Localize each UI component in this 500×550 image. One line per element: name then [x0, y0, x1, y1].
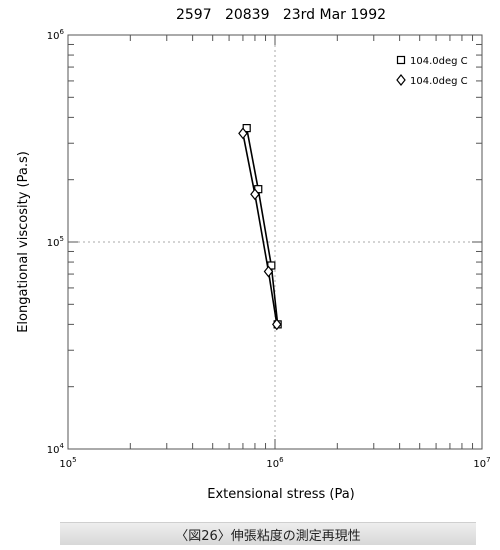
series-line — [245, 127, 279, 325]
diamond-marker — [396, 74, 406, 86]
y-tick-label: 106 — [47, 28, 65, 42]
legend: 104.0deg C 104.0deg C — [396, 55, 468, 87]
legend-label: 104.0deg C — [410, 76, 468, 87]
x-axis-label: Extensional stress (Pa) — [207, 487, 355, 502]
x-tick-label: 106 — [266, 456, 284, 470]
square-marker — [396, 55, 406, 65]
diamond-marker — [272, 318, 282, 331]
figure-caption: 〈図26〉伸張粘度の測定再現性 — [175, 528, 361, 544]
y-tick-label: 105 — [47, 235, 64, 249]
diamond-marker — [263, 265, 274, 278]
series-layer — [238, 124, 282, 331]
figure-caption-bar: 〈図26〉伸張粘度の測定再現性 — [60, 522, 476, 545]
diamond-marker — [250, 188, 260, 201]
series-line — [242, 133, 278, 325]
grid-lines — [68, 35, 482, 449]
series-diamond — [238, 127, 282, 331]
axis-ticks — [67, 35, 482, 450]
chart: 2597 20839 23rd Mar 1992 105 106 107104105… — [16, 7, 491, 502]
x-tick-label: 105 — [59, 456, 76, 470]
y-axis-label: Elongational viscosity (Pa.s) — [16, 151, 31, 333]
x-tick-label: 107 — [473, 456, 490, 470]
legend-label: 104.0deg C — [410, 56, 468, 67]
diamond-marker — [238, 127, 248, 140]
chart-title: 2597 20839 23rd Mar 1992 — [176, 7, 386, 23]
y-tick-label: 104 — [47, 442, 65, 456]
